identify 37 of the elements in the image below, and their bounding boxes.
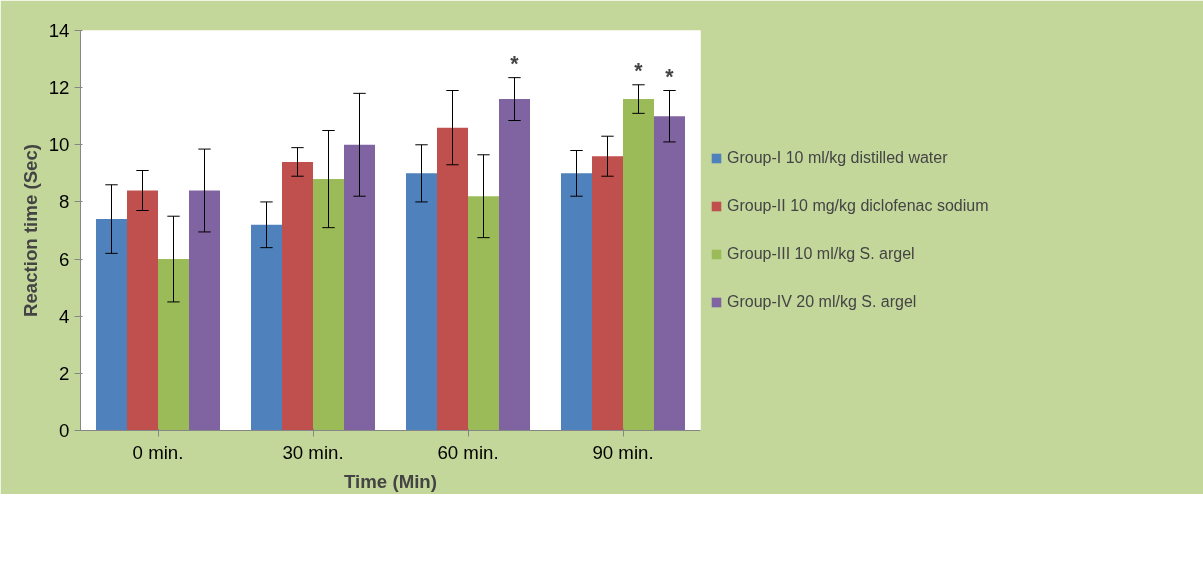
bar xyxy=(654,116,685,431)
bar xyxy=(561,173,592,431)
x-tick-label: 0 min. xyxy=(132,441,184,463)
legend-label: Group-II 10 mg/kg diclofenac sodium xyxy=(727,197,989,215)
bar xyxy=(282,161,313,431)
bar xyxy=(127,190,158,431)
bar xyxy=(96,219,127,431)
y-tick-label: 2 xyxy=(59,362,70,384)
x-axis-title: Time (Min) xyxy=(344,470,437,492)
bar xyxy=(251,224,282,431)
x-tick-label: 60 min. xyxy=(437,441,499,463)
data-label: * xyxy=(665,64,675,89)
y-tick-label: 10 xyxy=(48,134,70,156)
bar xyxy=(189,190,220,431)
bar xyxy=(158,259,189,431)
y-tick-label: 6 xyxy=(59,248,70,270)
legend-label: Group-IV 20 ml/kg S. argel xyxy=(727,293,917,311)
data-label: * xyxy=(634,58,644,83)
bar xyxy=(437,127,468,431)
bar xyxy=(592,156,623,431)
data-label: * xyxy=(510,51,520,76)
bar xyxy=(623,99,654,431)
y-tick-label: 8 xyxy=(59,191,70,213)
legend-label: Group-I 10 ml/kg distilled water xyxy=(727,149,948,167)
y-tick-label: 0 xyxy=(59,420,70,441)
y-axis-title: Reaction time (Sec) xyxy=(19,143,41,318)
y-tick-label: 14 xyxy=(48,20,70,41)
bar xyxy=(344,144,375,431)
bar xyxy=(499,99,530,431)
legend-label: Group-III 10 ml/kg S. argel xyxy=(727,245,915,263)
bar xyxy=(313,179,344,431)
bar xyxy=(406,173,437,431)
y-tick-label: 4 xyxy=(59,305,70,327)
bar xyxy=(468,196,499,431)
x-tick-label: 30 min. xyxy=(282,441,344,463)
x-tick-label: 90 min. xyxy=(592,441,654,463)
y-tick-label: 12 xyxy=(48,77,70,99)
